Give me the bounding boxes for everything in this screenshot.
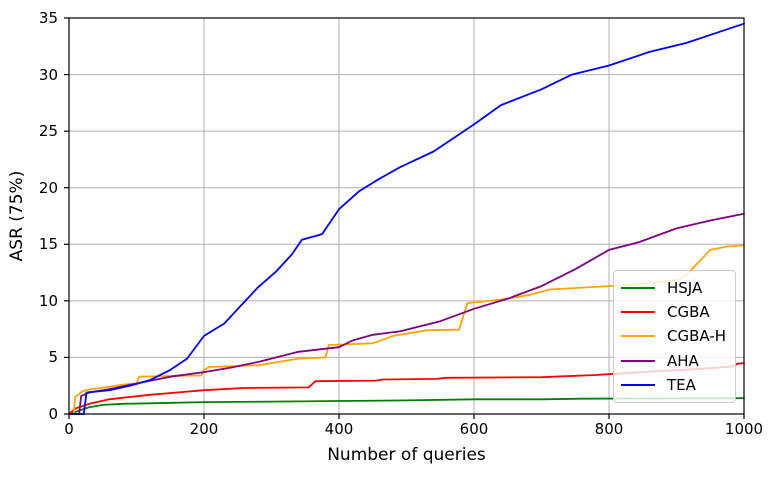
legend: HSJA CGBA CGBA-H AHA TEA xyxy=(613,270,736,403)
y-tick-label: 5 xyxy=(48,348,58,367)
x-axis-label: Number of queries xyxy=(327,445,486,465)
x-tick-label: 1000 xyxy=(724,420,764,438)
legend-label-hsja: HSJA xyxy=(667,279,703,298)
y-tick-label: 30 xyxy=(38,65,58,84)
series-line-tea xyxy=(68,22,745,415)
y-tick-label: 15 xyxy=(38,235,58,254)
series-line-hsja xyxy=(68,397,745,415)
legend-item-aha: AHA xyxy=(621,349,729,373)
x-tick-label: 200 xyxy=(189,420,219,438)
series-line-aha xyxy=(68,212,745,415)
x-tick-label: 0 xyxy=(64,420,74,438)
x-tick-label: 400 xyxy=(324,420,354,438)
legend-item-cgba: CGBA xyxy=(621,300,729,324)
legend-label-cgba: CGBA xyxy=(667,303,710,322)
plot-border xyxy=(68,17,745,415)
y-tick-label: 0 xyxy=(48,405,58,423)
y-tick-label: 10 xyxy=(38,291,58,310)
legend-line-sample-cgba xyxy=(621,311,655,314)
legend-item-tea: TEA xyxy=(621,373,729,397)
legend-label-tea: TEA xyxy=(667,375,696,394)
legend-line-sample-cgba-h xyxy=(621,335,655,338)
legend-line-sample-aha xyxy=(621,359,655,362)
legend-item-cgba-h: CGBA-H xyxy=(621,324,729,348)
legend-line-sample-hsja xyxy=(621,287,655,290)
legend-label-cgba-h: CGBA-H xyxy=(667,327,727,346)
x-tick-label: 800 xyxy=(594,420,624,438)
legend-label-aha: AHA xyxy=(667,351,699,370)
x-tick-label: 600 xyxy=(459,420,489,438)
y-axis-label: ASR (75%) xyxy=(7,170,27,262)
y-tick-label: 20 xyxy=(38,178,58,197)
legend-line-sample-tea xyxy=(621,383,655,386)
y-tick-label: 35 xyxy=(38,9,58,27)
y-tick-label: 25 xyxy=(38,122,58,141)
legend-item-hsja: HSJA xyxy=(621,276,729,300)
